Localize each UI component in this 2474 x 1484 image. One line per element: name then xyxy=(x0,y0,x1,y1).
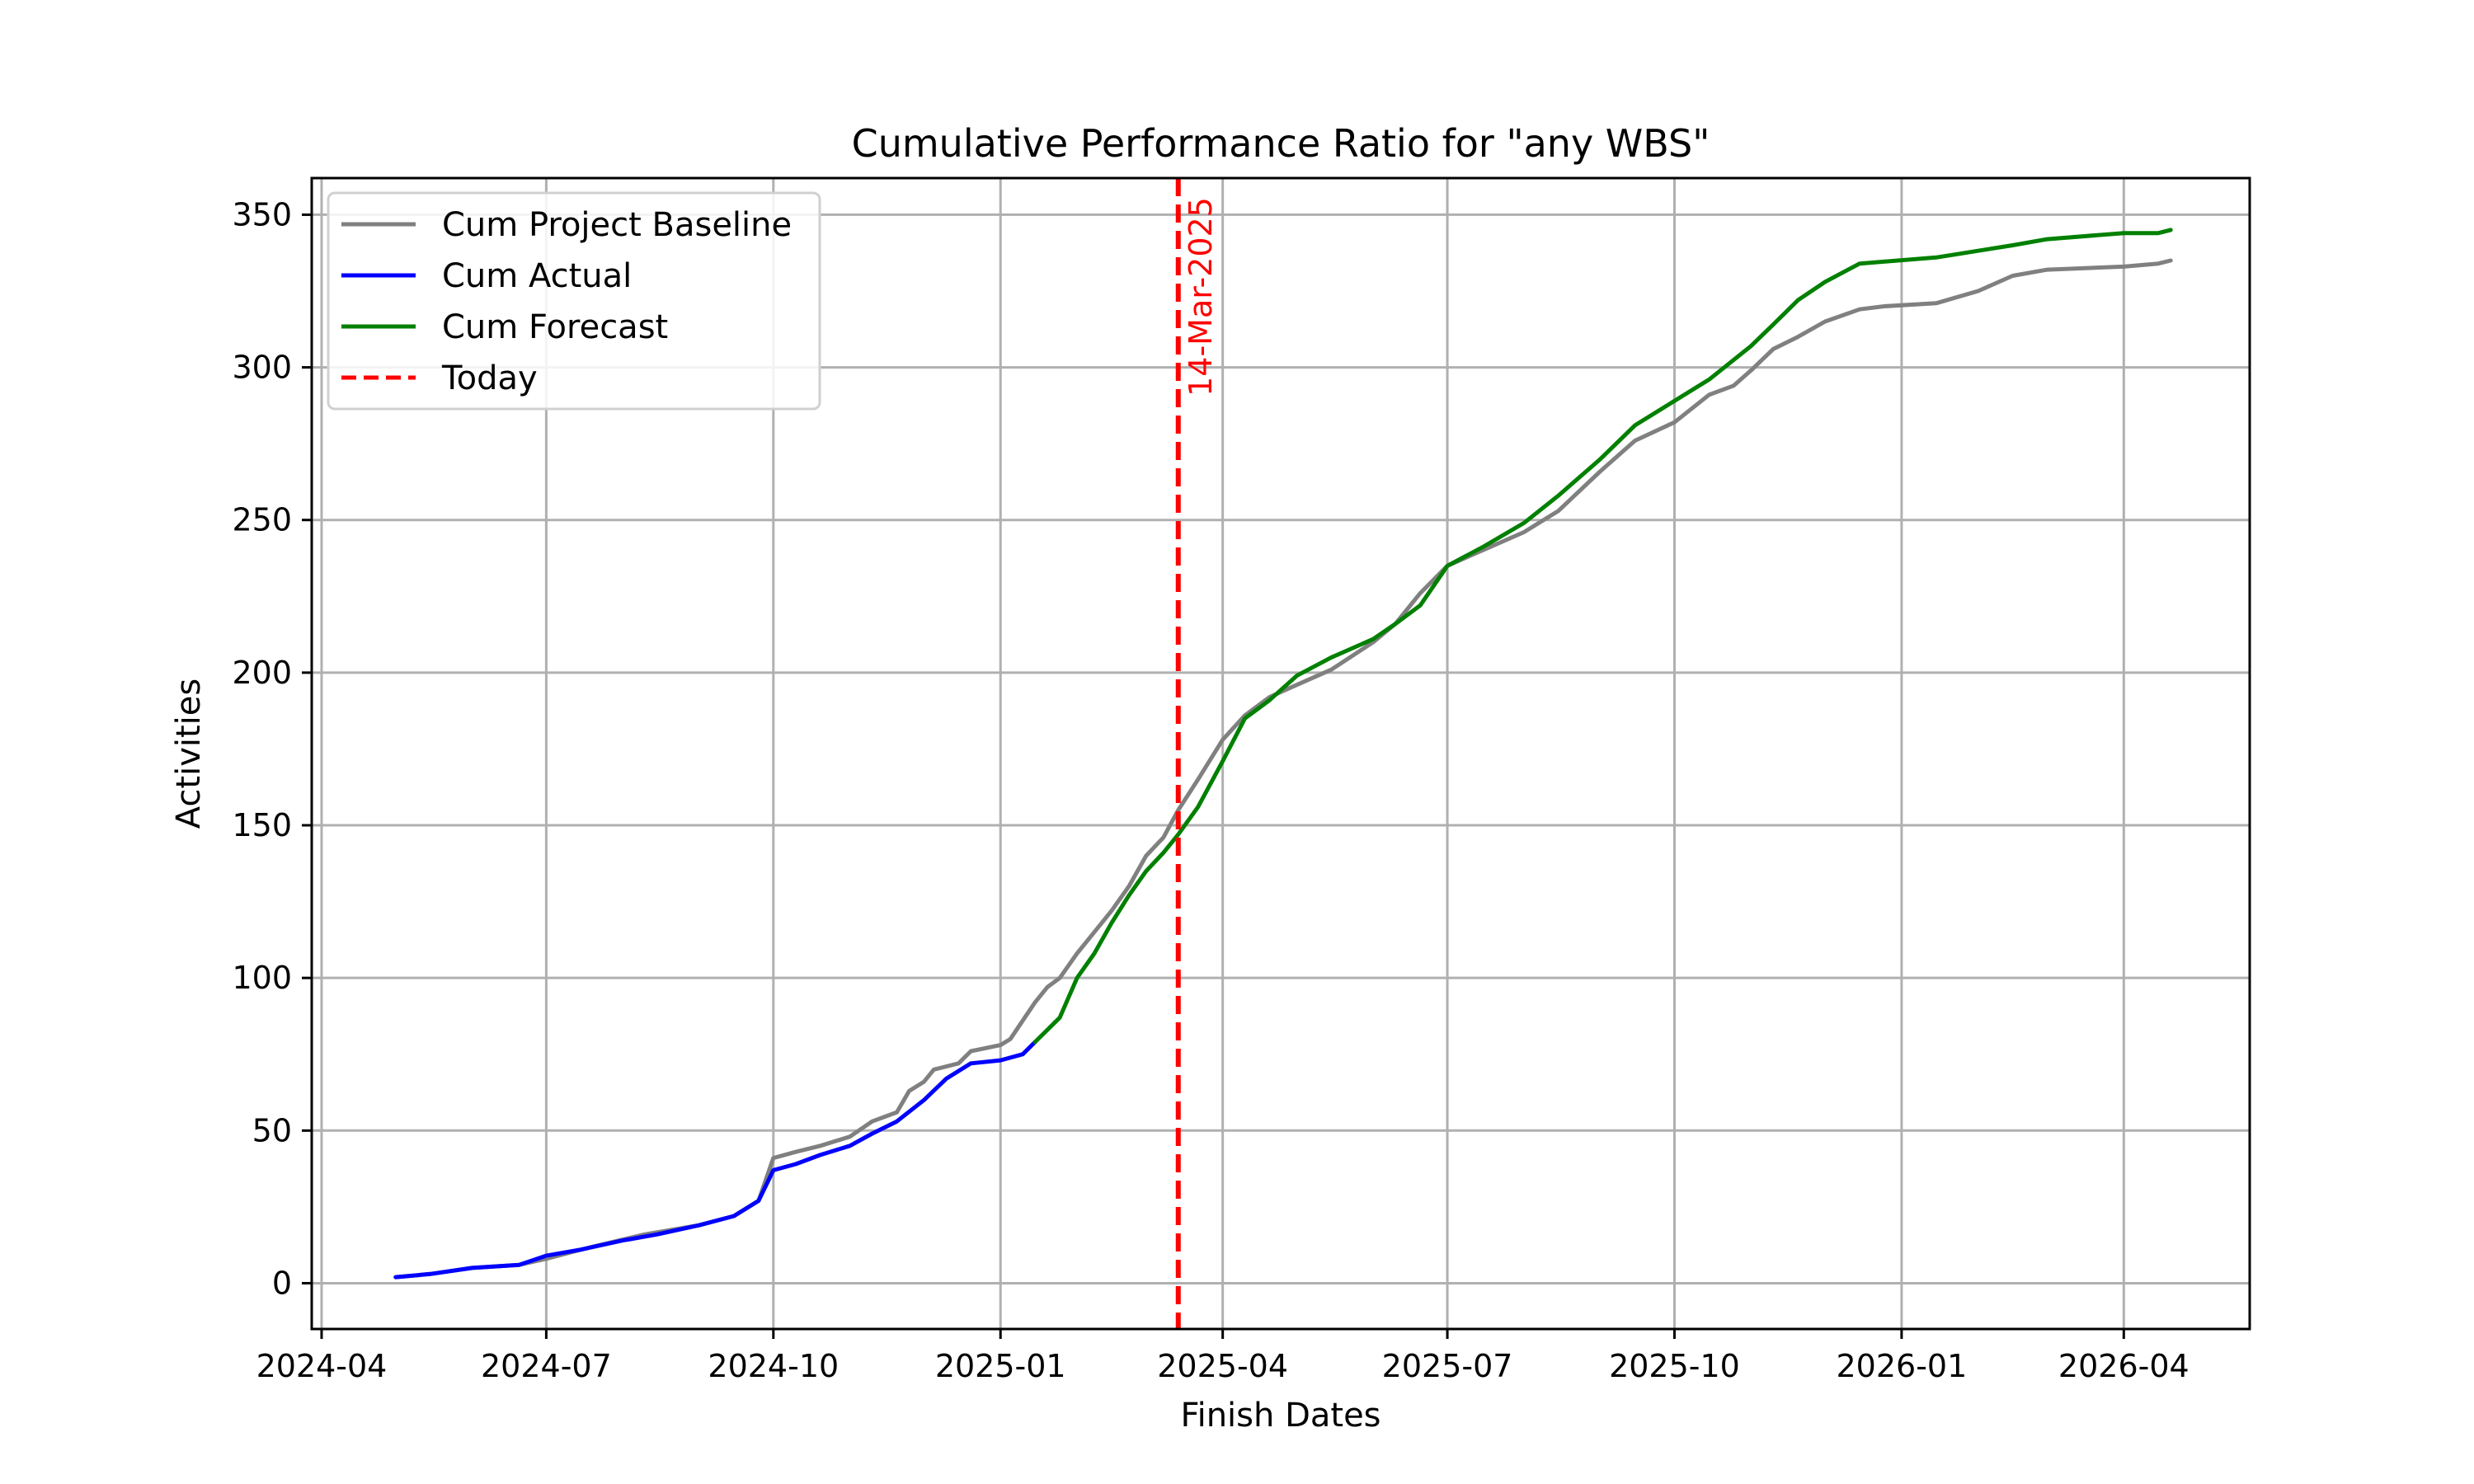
y-tick-label: 200 xyxy=(232,655,292,691)
legend-label: Today xyxy=(441,359,538,397)
x-axis-label: Finish Dates xyxy=(1180,1397,1380,1435)
chart-title: Cumulative Performance Ratio for "any WB… xyxy=(852,121,1710,166)
legend-label: Cum Forecast xyxy=(442,308,668,346)
legend: Cum Project Baseline Cum Actual Cum Foreca… xyxy=(327,191,821,411)
today-label: 14-Mar-2025 xyxy=(1183,197,1219,397)
grid-layer xyxy=(312,178,2250,1329)
y-tick-label: 50 xyxy=(252,1112,292,1148)
tick-layer: 2024-04 2024-07 2024-10 2025-01 2025-04 2025-… xyxy=(232,196,2189,1384)
series-line-cum-actual xyxy=(393,1040,1037,1280)
y-tick-label: 300 xyxy=(232,350,292,386)
y-axis-label: Activities xyxy=(170,679,208,829)
x-tick-label: 2026-01 xyxy=(1837,1348,1968,1384)
x-tick-label: 2025-04 xyxy=(1157,1348,1288,1384)
x-tick-label: 2025-10 xyxy=(1609,1348,1740,1384)
legend-label: Cum Actual xyxy=(442,257,632,295)
series-line-cum-forecast xyxy=(1032,228,2173,1045)
today-layer: 14-Mar-2025 xyxy=(1175,178,1219,1329)
y-tick-label: 0 xyxy=(272,1265,292,1301)
x-tick-label: 2025-01 xyxy=(935,1348,1066,1384)
x-tick-label: 2024-07 xyxy=(481,1348,612,1384)
y-tick-label: 100 xyxy=(232,960,292,996)
x-tick-label: 2024-10 xyxy=(708,1348,839,1384)
legend-label: Cum Project Baseline xyxy=(442,206,792,244)
plot-frame xyxy=(310,176,2251,1331)
y-tick-label: 350 xyxy=(232,196,292,232)
y-tick-label: 250 xyxy=(232,502,292,538)
legend-box xyxy=(327,191,821,411)
series-layer xyxy=(393,228,2173,1280)
x-tick-label: 2025-07 xyxy=(1382,1348,1513,1384)
x-tick-label: 2026-04 xyxy=(2058,1348,2189,1384)
y-tick-label: 150 xyxy=(232,807,292,843)
x-tick-label: 2024-04 xyxy=(256,1348,388,1384)
series-line-cum-project-baseline xyxy=(393,258,2173,1280)
